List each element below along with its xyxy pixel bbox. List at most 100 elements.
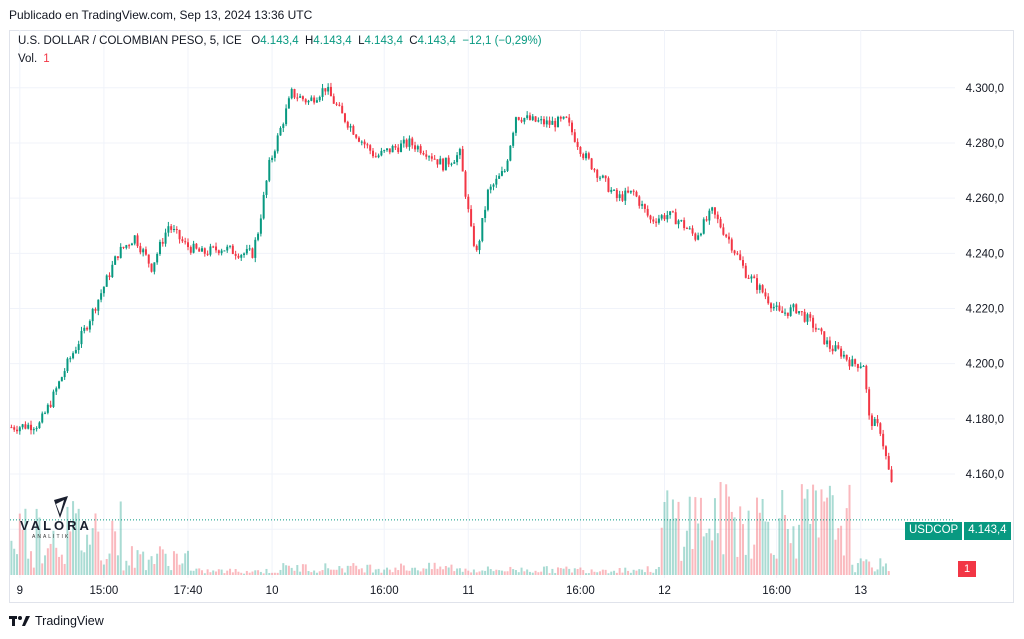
candle-body	[599, 177, 602, 179]
candle-body	[520, 119, 523, 122]
candle-body	[461, 149, 464, 172]
volume-legend: Vol. 1	[18, 53, 50, 65]
candle-body	[514, 117, 517, 133]
volume-bar	[859, 558, 862, 575]
volume-bar	[203, 573, 206, 575]
volume-bar	[576, 568, 579, 575]
volume-bar	[604, 569, 607, 575]
candle-body	[649, 215, 652, 220]
candle-body	[733, 250, 736, 254]
footer-brand[interactable]: TradingView	[9, 614, 104, 628]
volume-bar	[133, 567, 136, 575]
candle-body	[652, 219, 655, 222]
legend-high-label: H	[304, 35, 314, 47]
candle-body	[80, 330, 83, 345]
volume-bar	[677, 501, 680, 575]
candle-body	[705, 219, 708, 221]
candle-body	[657, 218, 660, 223]
candle-body	[627, 190, 630, 193]
volume-bar	[296, 565, 299, 575]
volume-bar	[792, 526, 795, 575]
candle-body	[610, 189, 613, 192]
volume-bar	[142, 551, 145, 575]
candle-body	[371, 150, 374, 157]
volume-bar	[666, 490, 669, 575]
volume-bar	[559, 568, 562, 575]
candle-body	[380, 150, 383, 156]
candle-body	[195, 243, 198, 249]
candle-body	[470, 209, 473, 227]
volume-bar	[114, 531, 117, 575]
volume-bar	[711, 540, 714, 575]
volume-bar	[442, 569, 445, 575]
volume-bar	[430, 569, 433, 575]
volume-bar	[817, 537, 820, 575]
candle-body	[840, 348, 843, 357]
candle-body	[677, 220, 680, 225]
candle-body	[618, 194, 621, 199]
candle-body	[632, 190, 635, 192]
candle-body	[405, 139, 408, 147]
candle-body	[128, 245, 131, 247]
volume-bar	[315, 572, 318, 575]
candle-body	[464, 171, 467, 197]
candle-body	[534, 116, 537, 122]
volume-bar	[699, 497, 702, 575]
volume-bar	[293, 570, 296, 575]
volume-bar	[397, 570, 400, 575]
y-tick-label: 4.240,0	[966, 248, 1004, 260]
candle-body	[125, 245, 128, 248]
volume-bar	[265, 568, 268, 575]
volume-bar	[49, 543, 52, 575]
candle-body	[526, 115, 529, 119]
candle-body	[439, 158, 442, 165]
volume-bar	[851, 564, 854, 575]
volume-bar	[122, 570, 125, 575]
price-tag-value: 4.143,4	[964, 522, 1011, 540]
candle-body	[663, 215, 666, 220]
candle-body	[450, 163, 453, 165]
volume-bar	[590, 569, 593, 575]
candle-body	[10, 427, 13, 429]
candle-body	[366, 144, 369, 146]
volume-bar	[599, 571, 602, 575]
volume-bar	[638, 569, 641, 575]
volume-bar	[840, 525, 843, 575]
volume-bar	[108, 553, 111, 575]
volume-bar	[329, 569, 332, 575]
candle-body	[144, 249, 147, 255]
volume-bar	[189, 570, 192, 575]
legend-symbol: U.S. DOLLAR / COLOMBIAN PESO, 5, ICE	[18, 35, 242, 47]
candle-body	[484, 209, 487, 219]
volume-bar	[573, 568, 576, 575]
volume-bar	[489, 569, 492, 575]
candle-body	[158, 241, 161, 254]
volume-bar	[663, 502, 666, 575]
volume-bar	[685, 530, 688, 575]
candle-body	[430, 156, 433, 159]
candle-body	[722, 227, 725, 235]
volume-bar	[447, 567, 450, 575]
volume-bar	[436, 568, 439, 575]
candle-body	[262, 194, 265, 219]
candle-body	[775, 305, 778, 307]
volume-bar	[643, 572, 646, 575]
candle-body	[744, 265, 747, 278]
candle-body	[475, 245, 478, 251]
candle-body	[685, 228, 688, 230]
candle-body	[531, 116, 534, 120]
volume-bar	[882, 566, 885, 575]
candle-body	[240, 255, 243, 258]
volume-bar	[753, 544, 756, 575]
candle-body	[826, 340, 829, 345]
volume-bar	[741, 524, 744, 575]
volume-bar	[268, 573, 271, 575]
candle-body	[58, 381, 61, 389]
volume-bar	[786, 529, 789, 575]
volume-bar	[495, 569, 498, 575]
volume-bar	[91, 528, 94, 575]
volume-bar	[514, 570, 517, 575]
volume-bar	[784, 514, 787, 575]
candle-body	[699, 233, 702, 236]
